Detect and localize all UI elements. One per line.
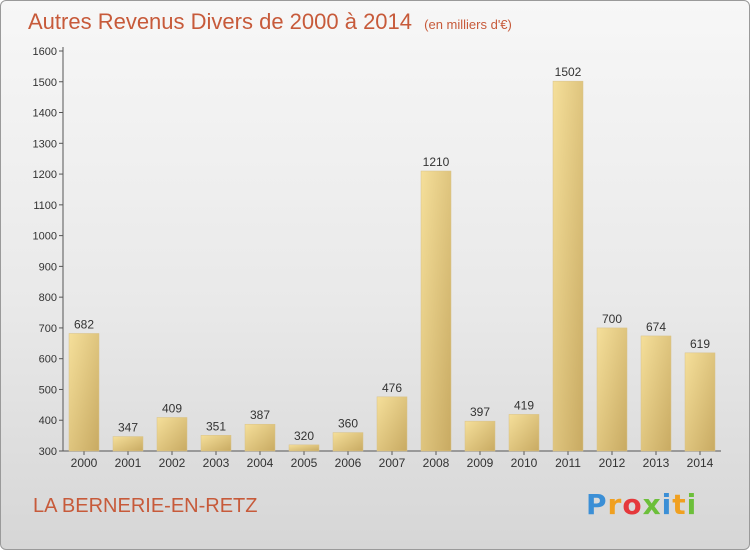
x-tick-label: 2001 [115, 456, 142, 470]
bar-value-label: 351 [206, 419, 226, 433]
bar-value-label: 320 [294, 429, 314, 443]
bar [684, 352, 716, 452]
x-tick-label: 2009 [467, 456, 494, 470]
x-tick-label: 2005 [291, 456, 318, 470]
logo-letter: x [642, 488, 662, 521]
bar [464, 420, 496, 452]
axes: 300 400 500 600 700 800 900 1000 1100 1200 1300 140… [33, 46, 721, 470]
logo-letter: i [661, 488, 673, 521]
bar-value-label: 682 [74, 317, 94, 331]
x-tick-label: 2007 [379, 456, 406, 470]
bar [420, 170, 452, 452]
proxiti-logo: Proxiti [586, 488, 697, 521]
x-tick-label: 2006 [335, 456, 362, 470]
bar [112, 436, 144, 452]
y-tick-label: 500 [39, 384, 57, 396]
bar-value-label: 1210 [423, 155, 450, 169]
x-tick-label: 2013 [643, 456, 670, 470]
y-tick-label: 1000 [33, 231, 57, 243]
y-tick-label: 1200 [33, 169, 57, 181]
bar [288, 444, 320, 452]
y-tick-label: 1100 [33, 200, 57, 212]
y-tick-label: 700 [39, 323, 57, 335]
bar-value-label: 619 [690, 337, 710, 351]
x-tick-label: 2000 [71, 456, 98, 470]
bar [376, 396, 408, 452]
bar-value-label: 476 [382, 381, 402, 395]
bar-value-label: 419 [514, 398, 534, 412]
y-tick-label: 1500 [33, 77, 57, 89]
y-tick-label: 600 [39, 354, 57, 366]
x-tick-label: 2014 [687, 456, 714, 470]
logo-letter: P [586, 488, 608, 521]
chart-title: Autres Revenus Divers de 2000 à 2014 (en… [28, 9, 512, 35]
chart-subtitle: (en milliers d'€) [424, 17, 512, 32]
value-labels: 682 347 409 351 387 320 360 476 1210 397 419 1502 70… [74, 65, 710, 443]
bar [156, 417, 188, 452]
y-tick-label: 900 [39, 261, 57, 273]
y-tick-label: 1300 [33, 138, 57, 150]
x-tick-label: 2008 [423, 456, 450, 470]
bar [68, 333, 100, 452]
bar [332, 432, 364, 452]
x-tick-label: 2011 [555, 456, 581, 470]
bar-value-label: 1502 [555, 65, 582, 79]
y-tick-label: 300 [39, 446, 57, 458]
bar-value-label: 397 [470, 405, 490, 419]
logo-letter: o [622, 488, 643, 521]
x-tick-label: 2010 [511, 456, 538, 470]
bar-value-label: 674 [646, 320, 666, 334]
bar-value-label: 387 [250, 408, 270, 422]
bar-value-label: 700 [602, 312, 622, 326]
x-tick-label: 2012 [599, 456, 626, 470]
bar [244, 423, 276, 452]
bar [596, 327, 628, 452]
bars [68, 80, 716, 452]
y-tick-label: 1600 [33, 46, 57, 58]
bar [552, 80, 584, 452]
bar-value-label: 347 [118, 421, 138, 435]
y-tick-label: 1400 [33, 108, 57, 120]
chart-title-text: Autres Revenus Divers de 2000 à 2014 [28, 9, 413, 34]
logo-letter: i [686, 488, 698, 521]
x-tick-label: 2003 [203, 456, 230, 470]
x-tick-label: 2002 [159, 456, 186, 470]
logo-letter: r [607, 488, 623, 521]
x-tick-label: 2004 [247, 456, 274, 470]
bar [640, 335, 672, 452]
location-label: LA BERNERIE-EN-RETZ [33, 495, 258, 517]
bar [508, 414, 540, 452]
bar-value-label: 360 [338, 417, 358, 431]
logo-letter: t [672, 488, 687, 521]
y-tick-label: 800 [39, 292, 57, 304]
y-tick-label: 400 [39, 415, 57, 427]
bar-value-label: 409 [162, 401, 182, 415]
bar [200, 435, 232, 452]
